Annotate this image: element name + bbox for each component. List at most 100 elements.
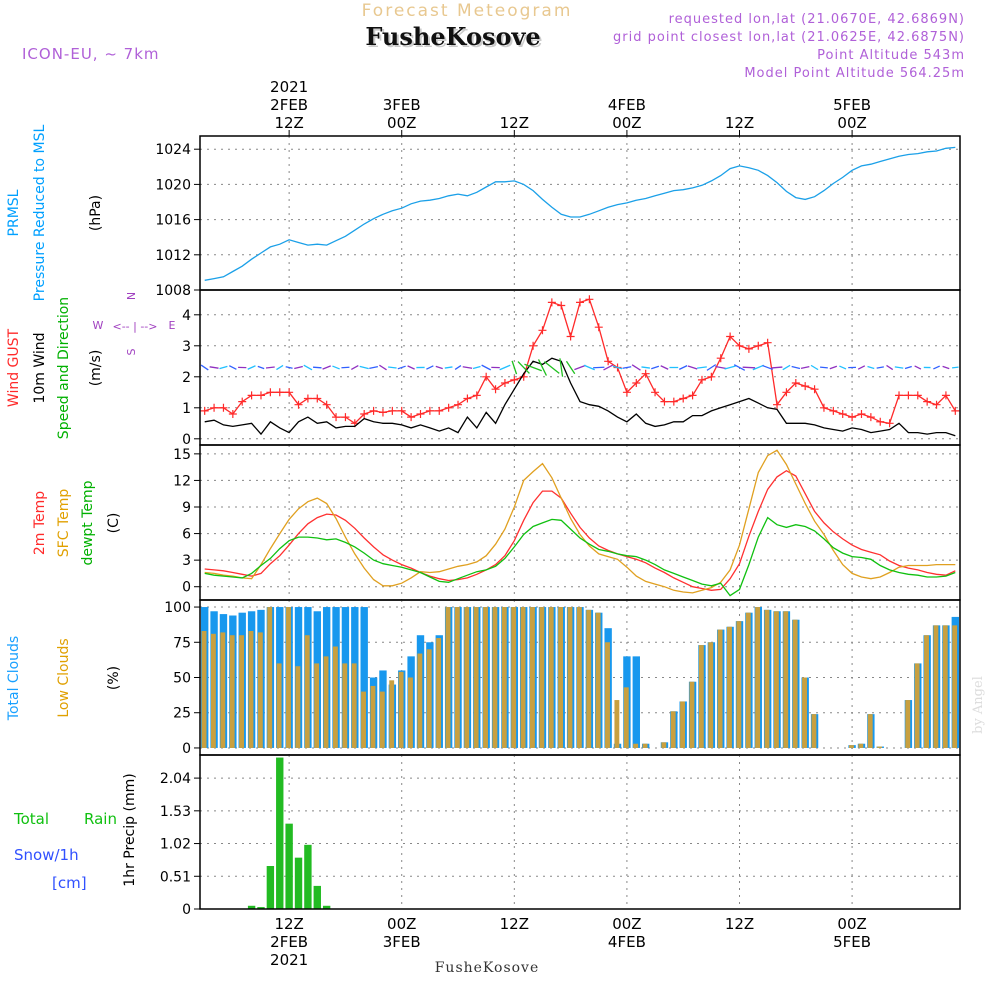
wind-vector — [524, 363, 542, 372]
gust-marker — [303, 394, 312, 403]
y-tick-label: 1020 — [155, 177, 191, 193]
wind-vector — [332, 365, 340, 370]
panel-label: Pressure Reduced to MSL — [32, 124, 48, 301]
y-tick-label: 0.51 — [160, 869, 191, 885]
wind-vector — [379, 364, 387, 371]
wind-vector — [678, 365, 688, 370]
y-tick-label: 2 — [182, 370, 191, 386]
low-cloud-bar — [276, 663, 282, 748]
y-tick-label: 15 — [173, 447, 191, 463]
panel-label: Low Clouds — [56, 638, 72, 717]
low-cloud-bar — [454, 607, 460, 748]
wind-vector — [867, 365, 875, 370]
wind-vector — [276, 364, 284, 371]
gust-marker — [941, 391, 950, 400]
gust-marker — [266, 388, 275, 397]
panel-label: 1hr Precip (mm) — [122, 773, 138, 886]
low-cloud-bar — [248, 631, 254, 748]
gust-marker — [332, 413, 341, 422]
wind-vector — [791, 365, 801, 370]
series-line — [204, 516, 956, 597]
wind-vector — [322, 365, 331, 370]
wind-vector — [511, 360, 518, 375]
low-cloud-bar — [708, 642, 714, 748]
panel-label: 2m Temp — [32, 491, 48, 555]
low-cloud-bar — [501, 607, 507, 748]
gust-marker — [848, 413, 857, 422]
gust-marker — [632, 379, 641, 387]
gust-marker — [857, 410, 866, 418]
gust-marker — [378, 408, 387, 417]
gust-marker — [932, 400, 941, 409]
panel-temperature: 0 3 6 9 12 15 2m Temp SFC Temp dewpt Temp (C) — [32, 444, 961, 601]
compass-w: W — [93, 319, 104, 332]
low-cloud-bar — [548, 607, 554, 748]
bottom-tick-label: 5FEB — [833, 933, 871, 951]
gust-marker — [904, 391, 913, 400]
low-cloud-bar — [483, 607, 488, 748]
panel-label: dewpt Temp — [80, 480, 96, 565]
gust-marker — [660, 397, 669, 406]
gust-marker — [594, 323, 603, 332]
gust-marker — [482, 372, 491, 381]
y-tick-label: 0 — [182, 432, 191, 448]
low-cloud-bar — [764, 609, 770, 748]
low-cloud-bar — [773, 611, 779, 748]
panel-label: Snow/1h — [14, 846, 79, 864]
panel-label: (C) — [106, 513, 122, 534]
wind-vector — [472, 365, 481, 370]
wind-vector — [388, 366, 397, 369]
wind-vector — [359, 365, 369, 370]
wind-vector — [265, 366, 275, 369]
wind-vector — [752, 364, 764, 371]
low-cloud-bar — [408, 677, 413, 748]
gust-marker — [782, 388, 791, 397]
wind-vector — [631, 364, 641, 371]
low-cloud-bar — [379, 691, 385, 748]
wind-vector — [407, 365, 415, 370]
location-title-shadow: FusheKosove — [367, 24, 542, 53]
wind-vector — [257, 365, 265, 370]
total-cloud-bar — [989, 607, 996, 748]
y-tick-label: 1.53 — [160, 804, 191, 820]
gust-marker — [557, 301, 566, 310]
total-cloud-bar — [961, 614, 968, 748]
precip-bar — [247, 905, 256, 909]
panel-frame — [199, 444, 961, 601]
wind-vector — [800, 365, 810, 370]
gust-marker — [716, 354, 725, 363]
low-cloud-bar — [398, 671, 404, 748]
plot-area-wind — [200, 295, 960, 437]
wind-vector — [886, 364, 894, 371]
low-cloud-bar — [220, 632, 226, 748]
gust-marker — [369, 406, 378, 415]
low-cloud-bar — [614, 700, 620, 748]
low-cloud-bar — [867, 714, 873, 748]
plot-area-precip — [200, 757, 960, 909]
closest-coords: grid point closest lon,lat (21.0625E, 42… — [613, 30, 965, 45]
y-tick-label: 0 — [182, 580, 191, 596]
panel-label: Rain — [84, 810, 117, 828]
series-line — [204, 449, 956, 594]
low-cloud-bar — [586, 609, 592, 748]
low-cloud-bar — [332, 646, 338, 748]
gust-marker — [228, 410, 237, 418]
panel-clouds: 0 25 50 75 100 Total Clouds Low Clouds (%) — [6, 599, 996, 757]
y-tick-label: 25 — [173, 706, 191, 722]
wind-vector — [499, 364, 511, 371]
wind-vector — [829, 365, 838, 370]
wind-vector — [820, 366, 828, 369]
gust-marker — [256, 391, 265, 400]
low-cloud-bar — [783, 611, 789, 748]
panel-precip: 0 0.51 1.02 1.53 2.04 Total Rain Snow/1h [cm] 1hr… — [13, 754, 961, 918]
wind-vector — [603, 364, 614, 371]
top-tick-label: 12Z — [725, 114, 754, 132]
y-tick-label: 0 — [182, 902, 191, 918]
wind-vector — [565, 360, 576, 375]
bottom-tick-label: 12Z — [500, 915, 529, 933]
top-tick-label: 00Z — [387, 114, 416, 132]
panel-label: Wind GUST — [6, 328, 22, 407]
wind-vector — [294, 365, 303, 370]
wind-vector — [209, 366, 219, 369]
